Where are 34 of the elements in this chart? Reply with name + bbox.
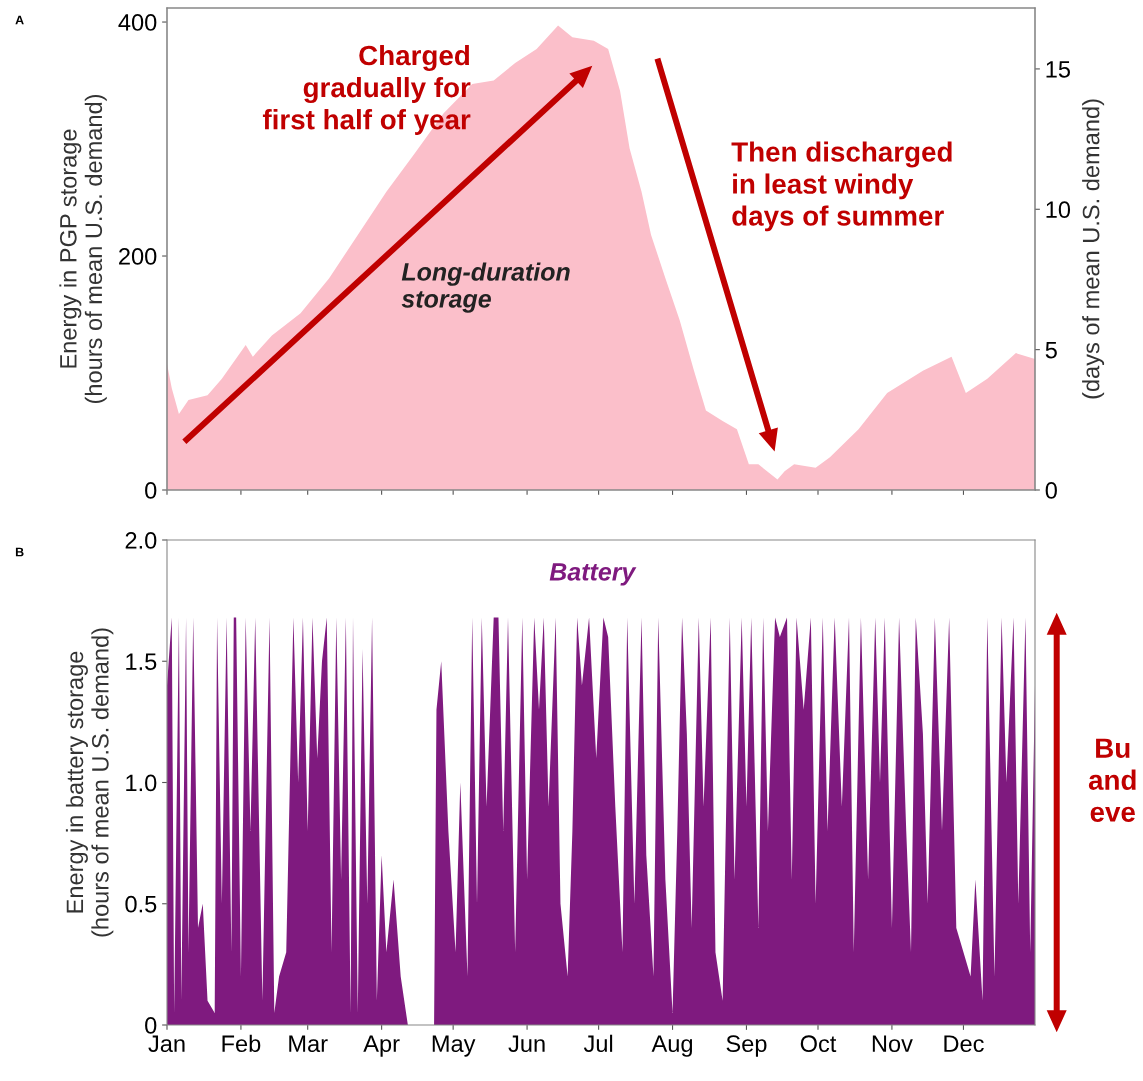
y-tick-label: 1.5: [126, 653, 157, 671]
x-tick-label: Mar: [289, 1035, 328, 1053]
text: Bu and eve: [1088, 738, 1136, 822]
x-tick-label: Apr: [363, 1035, 400, 1057]
annotation: Battery: [549, 563, 637, 586]
x-tick-label: May: [432, 1035, 476, 1057]
annotation: Charged gradually for first half of year: [262, 44, 471, 135]
y2-axis-title: (days of mean U.S. demand): [1082, 99, 1105, 399]
y-tick-label: 400: [118, 14, 157, 31]
x-tick-label: Feb: [222, 1034, 261, 1053]
x-tick-label: Jun: [508, 1035, 545, 1053]
x-tick-label: Jul: [583, 1034, 613, 1053]
x-tick-label: Aug: [651, 1035, 693, 1057]
x-tick-label: Dec: [944, 1035, 984, 1053]
x-tick-label: Nov: [872, 1035, 913, 1053]
annotation: Long-duration storage: [401, 262, 570, 313]
x-tick-label: Jan: [148, 1035, 185, 1053]
annotation: Then discharged in least windy days of summer: [731, 141, 952, 232]
y-tick-label: 0: [145, 482, 157, 499]
text: B: [15, 547, 24, 557]
y2-tick-label: 10: [1046, 201, 1071, 219]
x-tick-label: Oct: [800, 1035, 837, 1053]
y-tick-label: 0.5: [125, 895, 157, 913]
y-axis-title: Energy in battery storage (hours of mean U.S. demand): [65, 628, 114, 937]
y-tick-label: 0: [145, 1017, 157, 1034]
y-tick-label: 200: [119, 248, 157, 265]
y2-tick-label: 15: [1046, 61, 1070, 78]
y2-tick-label: 0: [1045, 482, 1057, 499]
y-axis-title: Energy in PGP storage (hours of mean U.S. demand): [59, 94, 107, 404]
text: A: [15, 15, 24, 25]
y2-tick-label: 5: [1045, 341, 1057, 359]
y-tick-label: 2.0: [125, 532, 157, 549]
y-tick-label: 1.0: [126, 774, 157, 792]
x-tick-label: Sep: [726, 1035, 767, 1057]
